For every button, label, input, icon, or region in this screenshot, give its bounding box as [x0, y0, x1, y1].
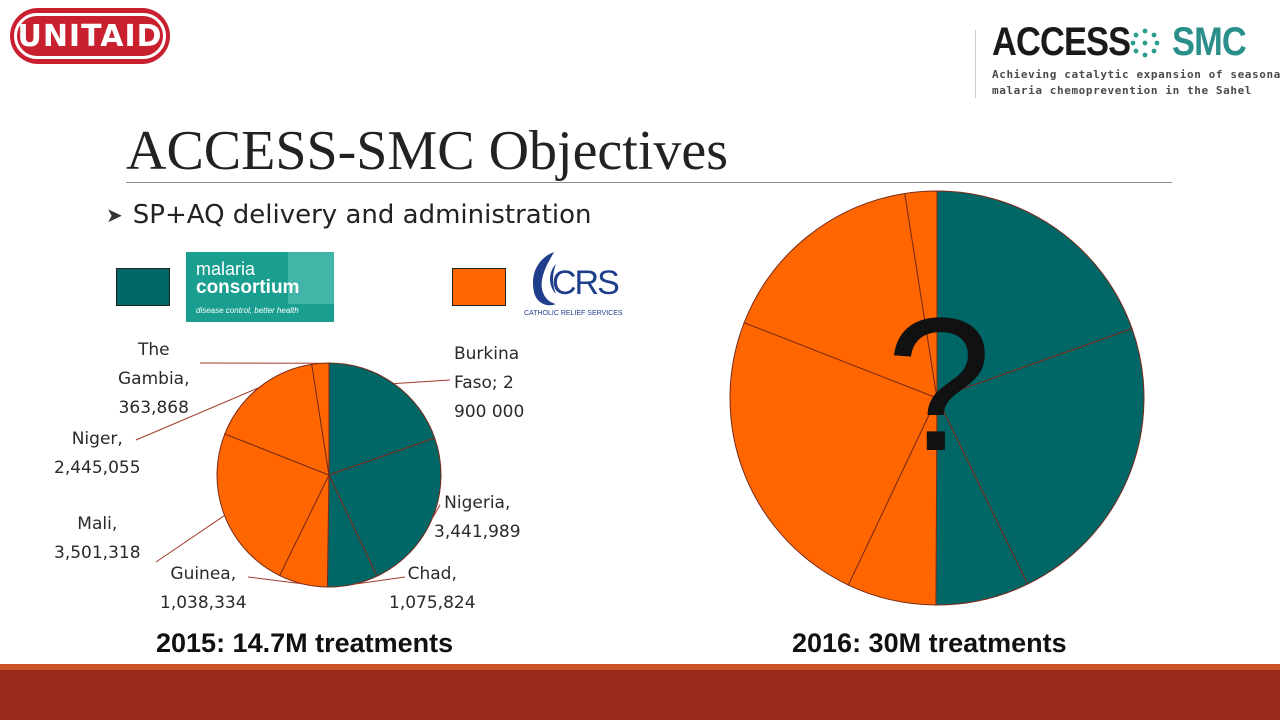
slide-title: ACCESS-SMC Objectives	[126, 120, 729, 182]
slice-label-nigeria: Nigeria, 3,441,989	[434, 493, 521, 542]
slice-label-guinea: Guinea, 1,038,334	[160, 564, 247, 613]
crs-logo: CRS CATHOLIC RELIEF SERVICES	[522, 248, 640, 322]
pie-2016-slice-5	[743, 192, 938, 399]
access-logo-tagline-2: malaria chemoprevention in the Sahel	[992, 84, 1253, 97]
slice-label-gambia: The Gambia, 363,868	[118, 340, 190, 418]
pie-2016-slice-4	[729, 322, 938, 586]
arrow-bullet-icon: ➤	[106, 203, 123, 227]
chart-title-2015: 2015: 14.7M treatments	[156, 628, 454, 658]
pie-2016-slice-0	[936, 190, 1133, 399]
slice-label-chad: Chad, 1,075,824	[389, 564, 476, 613]
leader-line-0	[393, 379, 451, 385]
pie-2016-slice-6	[904, 190, 938, 399]
access-logo-tagline-1: Achieving catalytic expansion of seasona…	[992, 68, 1280, 81]
leader-line-4	[155, 514, 225, 563]
legend-swatch-orange	[452, 268, 506, 306]
smc-logo-word: SMC	[1172, 20, 1247, 64]
footer-accent-bar	[0, 664, 1280, 670]
pie-2015	[216, 362, 442, 588]
slice-label-niger: Niger, 2,445,055	[54, 429, 141, 478]
slice-label-mali: Mali, 3,501,318	[54, 514, 141, 563]
title-underline	[126, 182, 1172, 183]
leader-line-5	[135, 387, 260, 441]
legend-swatch-teal	[116, 268, 170, 306]
pie-2015-slice-5	[224, 363, 330, 476]
pie-2015-slice-4	[216, 433, 330, 577]
bullet-text: SP+AQ delivery and administration	[132, 200, 592, 230]
chart-title-2016: 2016: 30M treatments	[792, 628, 1067, 658]
leader-line-2	[352, 576, 406, 585]
mc-logo-word2: consortium	[196, 277, 300, 298]
bullet-item: ➤ SP+AQ delivery and administration	[106, 200, 592, 230]
pie-2016	[729, 190, 1145, 606]
pie-2015-leader-lines	[135, 362, 451, 585]
pie-2015-slice-6	[311, 362, 330, 476]
crs-logo-tagline: CATHOLIC RELIEF SERVICES	[524, 310, 623, 317]
unitaid-logo: UNITAID	[10, 8, 170, 64]
footer-bar	[0, 670, 1280, 720]
malaria-consortium-logo: malaria consortium disease control, bett…	[186, 252, 334, 322]
logo-band	[288, 252, 334, 304]
mc-logo-word1: malaria	[196, 259, 256, 279]
crs-flame-icon	[532, 252, 556, 306]
pie-2015-slice-1	[328, 437, 442, 577]
leader-line-3	[247, 576, 303, 585]
unitaid-logo-text: UNITAID	[14, 13, 166, 59]
crs-logo-letters: CRS	[552, 264, 620, 302]
slice-label-burkina: Burkina Faso; 2 900 000	[454, 344, 525, 422]
leader-line-1	[431, 504, 441, 519]
access-logo-word: ACCESS	[992, 20, 1131, 64]
mc-logo-tagline: disease control, better health	[196, 306, 299, 315]
access-smc-logo: ACCESS SMC Achieving catalytic expansion…	[990, 20, 1280, 100]
pie-2016-slice-1	[936, 328, 1145, 585]
logo-divider	[975, 30, 976, 98]
question-mark-annotation: ?	[886, 279, 992, 491]
access-logo-dots-icon	[1130, 28, 1160, 58]
